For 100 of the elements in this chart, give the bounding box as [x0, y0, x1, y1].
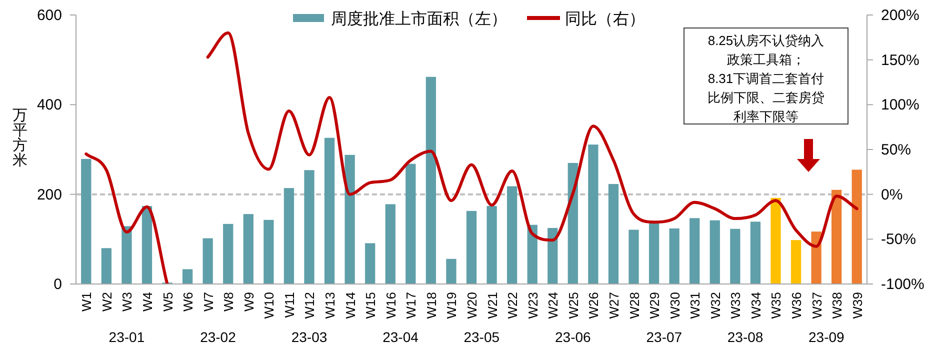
x-tick-label: W12 — [302, 292, 318, 319]
bar — [527, 224, 538, 284]
x-tick-label: W20 — [464, 292, 480, 319]
bar — [750, 222, 761, 284]
x-tick-label: W3 — [120, 292, 135, 312]
text: 23-08 — [727, 329, 764, 345]
bar — [710, 220, 720, 284]
x-tick-label: W13 — [322, 292, 338, 319]
bar — [426, 76, 436, 284]
bar — [608, 184, 619, 284]
y2-tick-label: -100% — [881, 276, 924, 293]
legend-label: 同比（右） — [565, 10, 645, 28]
bar — [770, 198, 781, 284]
y-tick-label: 600 — [36, 7, 62, 24]
x-tick-label: W27 — [606, 292, 622, 319]
x-tick-label: W34 — [748, 292, 764, 319]
x-tick-label: W21 — [484, 292, 500, 319]
y-tick-label: 400 — [36, 96, 62, 114]
x-tick-label: W17 — [404, 292, 419, 319]
bar — [406, 164, 416, 284]
bar — [182, 269, 193, 284]
bar — [101, 248, 112, 284]
x-tick-label: W35 — [768, 292, 784, 319]
bar — [486, 206, 497, 284]
text: 23-05 — [464, 329, 500, 345]
bar — [284, 188, 294, 284]
y2-tick-label: -50% — [881, 231, 916, 248]
x-tick-label: W11 — [282, 292, 297, 318]
x-tick-label: W19 — [444, 292, 460, 319]
x-tick-label: W38 — [830, 292, 845, 319]
bar — [81, 158, 92, 284]
x-tick-label: W24 — [546, 292, 561, 319]
bar — [548, 228, 558, 284]
bar — [669, 228, 680, 284]
x-tick-label: W32 — [708, 292, 723, 319]
x-tick-label: W36 — [789, 292, 804, 319]
x-tick-label: W1 — [79, 292, 94, 312]
text: 23-06 — [555, 329, 592, 345]
bar — [446, 258, 456, 284]
bar — [142, 206, 152, 284]
x-tick-label: W29 — [647, 292, 662, 319]
x-tick-label: W6 — [180, 292, 196, 312]
bar — [648, 222, 660, 284]
x-tick-label: W25 — [566, 292, 581, 319]
x-tick-label: W9 — [241, 292, 256, 312]
x-tick-label: W4 — [140, 292, 155, 312]
y-axis-title: 万平方米 — [12, 107, 28, 169]
bar — [122, 226, 132, 284]
x-tick-label: W7 — [200, 292, 216, 312]
y2-tick-label: 200% — [881, 7, 920, 24]
x-tick-label: W14 — [342, 292, 358, 319]
bar — [324, 138, 335, 284]
text: 23-03 — [291, 329, 328, 345]
text: 23-01 — [108, 329, 145, 345]
x-tick-label: W2 — [99, 292, 114, 312]
text: 23-02 — [200, 329, 236, 345]
y-tick-label: 0 — [54, 276, 62, 293]
bar — [588, 144, 598, 284]
text: 23-07 — [646, 329, 682, 345]
bar — [568, 162, 578, 284]
bar — [304, 170, 314, 284]
x-tick-label: W8 — [221, 292, 236, 312]
text: 23-04 — [382, 329, 419, 345]
bar — [202, 238, 213, 284]
text: 23-09 — [808, 329, 845, 345]
y2-tick-label: 100% — [881, 96, 920, 114]
y2-tick-label: 150% — [881, 52, 920, 69]
bar — [628, 230, 639, 284]
x-tick-label: W16 — [383, 292, 398, 319]
x-tick-label: W30 — [667, 292, 682, 319]
bar — [365, 243, 376, 284]
x-tick-label: W10 — [262, 292, 277, 319]
x-tick-label: W26 — [586, 292, 602, 319]
y2-tick-label: 0% — [881, 186, 903, 204]
bar — [852, 170, 862, 284]
y-tick-label: 200 — [36, 186, 62, 204]
bar — [264, 220, 274, 284]
bar — [730, 228, 740, 284]
bar — [690, 218, 700, 284]
bar — [385, 204, 396, 284]
x-tick-label: W31 — [688, 292, 703, 319]
bar — [506, 186, 518, 284]
bar — [790, 240, 802, 284]
x-tick-label: W22 — [505, 292, 520, 319]
x-tick-label: W15 — [363, 292, 378, 319]
bar — [466, 210, 477, 284]
x-tick-label: W28 — [626, 292, 642, 319]
bar — [344, 154, 355, 284]
annotation: 8.31下调首二套首付比例下限、二套房贷利率下限等 — [708, 71, 824, 124]
x-tick-label: W37 — [809, 292, 824, 319]
bar — [243, 214, 254, 284]
bar — [223, 224, 234, 284]
x-tick-label: W5 — [160, 292, 176, 312]
x-tick-label: W18 — [424, 292, 439, 319]
x-tick-label: W23 — [525, 292, 540, 319]
bar — [811, 232, 822, 284]
legend-label: 周度批准上市面积（左） — [331, 10, 507, 28]
x-tick-label: W39 — [850, 292, 865, 319]
bar — [832, 190, 842, 284]
y2-tick-label: 50% — [881, 142, 912, 158]
